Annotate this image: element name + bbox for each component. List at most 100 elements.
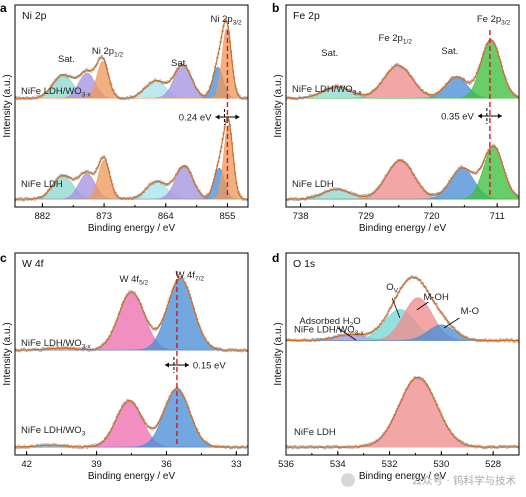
fit-envelope (15, 19, 248, 99)
peak-annotation: Sat. (58, 54, 75, 65)
fit-envelope (286, 145, 519, 200)
x-tick-label: 42 (21, 459, 32, 470)
data-point (375, 188, 379, 191)
fit-envelope (286, 376, 519, 448)
annotation-pointer (443, 317, 460, 329)
x-axis-label: Binding energy / eV (359, 223, 447, 234)
x-axis-label: Binding energy / eV (359, 471, 447, 482)
data-point (381, 434, 384, 438)
fit-envelope (15, 277, 248, 351)
y-axis-label: Intensity (a.u.) (2, 322, 13, 385)
peak-annotation: Fe 2p1/2 (379, 33, 413, 46)
x-tick-label: 532 (382, 459, 398, 470)
panel-title: W 4f (22, 258, 44, 270)
series-label: NiFe LDH (292, 179, 334, 190)
series-2 (15, 116, 248, 202)
x-tick-label: 720 (424, 211, 440, 222)
panel-title: O 1s (293, 258, 315, 270)
series-1 (15, 275, 248, 353)
panel-c: NiFe LDH/WO3-x NiFe LDH/WO3 0.15 eV W 4f5/2… (0, 251, 249, 482)
x-tick-label: 864 (158, 211, 174, 222)
annotation-pointer (416, 301, 429, 311)
x-tick-label: 36 (161, 459, 172, 470)
series-1 (286, 275, 519, 343)
fit-envelope (286, 39, 519, 99)
x-tick-label: 39 (91, 459, 102, 470)
peak-annotation: M-O (461, 306, 479, 317)
series-1 (286, 38, 519, 101)
peak-annotation: M-OH (423, 292, 448, 303)
peak-annotation: OV (386, 282, 398, 295)
series-label: NiFe LDH (294, 427, 336, 438)
x-tick-label: 882 (34, 211, 50, 222)
panel-b: NiFe LDH/WO3-x NiFe LDH 0.35 eV Sat. Fe 2p1/… (272, 1, 520, 234)
shift-arrow (477, 108, 502, 124)
series-2 (286, 376, 519, 450)
y-axis-label: Intensity (a.u.) (2, 74, 13, 137)
peak-annotation: Sat. (441, 46, 458, 57)
x-tick-label: 855 (220, 211, 236, 222)
series-label: NiFe LDH/WO3-x (294, 324, 364, 337)
peak-annotation: W 4f5/2 (120, 274, 149, 287)
x-tick-label: 534 (330, 459, 346, 470)
shift-label: 0.15 eV (193, 361, 226, 372)
panel-letter: c (0, 251, 7, 265)
data-point (372, 89, 376, 92)
axes-frame (14, 4, 249, 208)
peak-annotation: W 4f7/2 (175, 270, 204, 283)
x-tick-label: 33 (231, 459, 242, 470)
shift-label: 0.24 eV (179, 113, 212, 124)
x-tick-label: 530 (433, 459, 449, 470)
panel-title: Ni 2p (22, 10, 47, 22)
x-axis-label: Binding energy / eV (88, 223, 176, 234)
shift-arrow (164, 357, 189, 373)
panel-d: NiFe LDH/WO3-x NiFe LDH Adsorbed H2O OV M-OH… (272, 251, 520, 482)
panel-a: NiFe LDH/WO3-x NiFe LDH 0.24 eV Sat. Ni 2p1/… (0, 1, 249, 234)
peak-annotation: Sat. (321, 48, 338, 59)
series-label: NiFe LDH (21, 179, 63, 190)
peak-component (15, 27, 248, 99)
wechat-icon (341, 473, 355, 487)
x-tick-label: 711 (490, 211, 505, 222)
shift-arrow (215, 109, 240, 125)
data-point (376, 325, 380, 329)
x-tick-label: 873 (96, 211, 112, 222)
x-tick-label: 528 (485, 459, 501, 470)
annotation-pointer (337, 327, 357, 341)
peak-component (286, 146, 519, 200)
peak-annotation: Fe 2p3/2 (477, 14, 511, 27)
y-axis-label: Intensity (a.u.) (273, 74, 284, 137)
axes-frame (285, 252, 520, 456)
series-2 (286, 143, 519, 202)
fit-envelope (286, 276, 519, 341)
series-label: NiFe LDH/WO3-x (21, 86, 91, 99)
annotation-pointer (391, 297, 401, 319)
fit-envelope (15, 117, 248, 200)
peak-annotation: Sat. (171, 58, 188, 69)
y-axis-label: Intensity (a.u.) (273, 322, 284, 385)
peak-annotation: Ni 2p3/2 (210, 14, 242, 27)
watermark: 公众号 · 钨科学与技术 (411, 474, 516, 487)
x-tick-label: 536 (278, 459, 294, 470)
fit-envelope (15, 388, 248, 448)
panel-letter: b (272, 1, 279, 15)
series-label: NiFe LDH/WO3-x (292, 84, 362, 97)
panel-letter: d (272, 251, 279, 265)
x-axis-label: Binding energy / eV (88, 471, 176, 482)
series-label: NiFe LDH/WO3-x (21, 338, 91, 351)
series-2 (15, 386, 248, 450)
peak-component (15, 400, 248, 448)
x-tick-label: 738 (293, 211, 309, 222)
series-1 (15, 18, 248, 101)
peak-annotation: Adsorbed H2O (299, 316, 360, 329)
x-tick-label: 729 (358, 211, 374, 222)
axes-frame (285, 4, 520, 208)
shift-label: 0.35 eV (441, 112, 474, 123)
series-label: NiFe LDH/WO3 (21, 425, 86, 438)
data-point (246, 444, 248, 448)
panel-letter: a (0, 1, 7, 15)
panel-title: Fe 2p (293, 10, 320, 22)
peak-annotation: Ni 2p1/2 (92, 46, 124, 59)
data-point (246, 96, 248, 99)
